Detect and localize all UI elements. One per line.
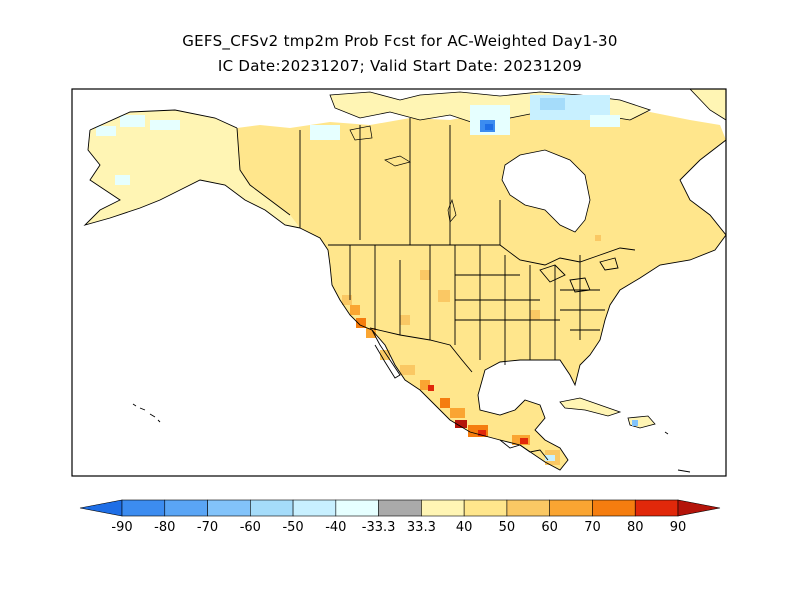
state-lines-west <box>349 245 456 345</box>
patch-below-90 <box>485 124 493 130</box>
great-slave-lake <box>384 155 411 167</box>
state-lines-east <box>560 255 605 340</box>
colorbar-bin <box>250 499 294 517</box>
colorbar-bins <box>79 499 721 517</box>
canada-provinces <box>299 118 501 245</box>
hawaii-islands <box>132 403 161 423</box>
greenland-land <box>689 89 726 121</box>
colorbar-arrow-high <box>677 499 721 517</box>
great-lakes <box>539 257 619 293</box>
baja-coast <box>371 329 401 379</box>
colorbar-bin <box>549 499 593 517</box>
patch-above-90 <box>455 420 467 428</box>
colorbar-bin <box>207 499 251 517</box>
patch-below-40 <box>310 125 340 140</box>
patch-above-80 <box>440 398 450 408</box>
colorbar-tick-label: 90 <box>670 520 687 535</box>
colorbar-tick-label: -70 <box>197 520 218 535</box>
colorbar-tick-label: 80 <box>627 520 644 535</box>
colorbar-bin <box>421 499 465 517</box>
colorbar-tick-label: 40 <box>456 520 473 535</box>
colorbar-tick-label: -90 <box>111 520 132 535</box>
na-coast <box>299 139 726 471</box>
colorbar-bin <box>506 499 550 517</box>
map-subtitle: IC Date:20231207; Valid Start Date: 2023… <box>217 57 583 75</box>
caribbean-islands <box>664 431 691 473</box>
lake-winnipeg <box>447 198 457 223</box>
colorbar-tick-label: -50 <box>282 520 303 535</box>
colorbar-bin <box>463 499 508 517</box>
hudson-bay <box>501 149 591 233</box>
patch-above-90 <box>428 385 434 391</box>
colorbar-tick-label: -60 <box>240 520 261 535</box>
patch-above-70 <box>366 328 376 338</box>
colorbar-tick-label: -33.3 <box>362 520 396 535</box>
patch-above-60 <box>595 235 601 241</box>
north-america-land <box>237 100 726 470</box>
colorbar-bin <box>592 499 636 517</box>
patch-above-90 <box>478 430 486 436</box>
colorbar-arrow-low <box>79 499 123 517</box>
patch-above-60 <box>380 350 390 360</box>
cuba-land <box>559 397 622 417</box>
map-panel <box>72 89 726 476</box>
inland-water <box>349 125 457 223</box>
patch-above-90 <box>520 438 528 444</box>
coastlines <box>83 109 726 473</box>
map-frame <box>71 88 727 477</box>
colorbar-tick-label: 50 <box>499 520 516 535</box>
colorbar-tick-label: 70 <box>584 520 601 535</box>
colorbar-tick-label: 33.3 <box>407 520 436 535</box>
colorbar-tick-label: -80 <box>154 520 175 535</box>
patch-above-60 <box>400 365 415 375</box>
colorbar-bin <box>378 499 422 517</box>
us-mexico-border <box>369 327 473 373</box>
patch-below-40 <box>115 175 130 185</box>
patch-above-60 <box>530 310 540 320</box>
colorbar-bin <box>121 499 166 517</box>
colorbar-tick-label: 60 <box>541 520 558 535</box>
patch-above-70 <box>450 408 465 418</box>
colorbar-bin <box>164 499 208 517</box>
colorbar-bin <box>634 499 679 517</box>
alaska-land <box>85 110 300 228</box>
patch-above-70 <box>350 305 360 315</box>
patch-below-60 <box>632 420 638 426</box>
patch-below-40 <box>150 120 180 130</box>
map-title: GEFS_CFSv2 tmp2m Prob Fcst for AC-Weight… <box>182 32 618 50</box>
colorbar-tick-labels: -90 -80 -70 -60 -50 -40 -33.3 33.3 40 50 60 70 80 90 <box>111 520 686 535</box>
probability-patches <box>96 95 638 465</box>
colorbar-bin <box>335 499 379 517</box>
political-borders <box>236 118 636 461</box>
patch-below-40 <box>590 115 620 127</box>
patch-below-50 <box>545 455 555 461</box>
alaska-canada-border <box>236 127 291 216</box>
great-bear-lake <box>349 125 373 141</box>
patch-above-60 <box>420 270 430 280</box>
colorbar-bin <box>292 499 337 517</box>
us-canada-border <box>328 244 636 266</box>
patch-below-40 <box>96 126 116 136</box>
patch-above-60 <box>400 315 410 325</box>
patch-below-60 <box>540 98 565 110</box>
colorbar-tick-label: -40 <box>325 520 346 535</box>
alaska-coast <box>83 109 301 229</box>
patch-above-80 <box>356 318 366 328</box>
patch-above-60 <box>438 290 450 302</box>
patch-above-70 <box>420 380 430 390</box>
state-lines-mid <box>455 245 560 365</box>
patch-above-60 <box>342 295 352 305</box>
patch-below-40 <box>120 115 145 127</box>
